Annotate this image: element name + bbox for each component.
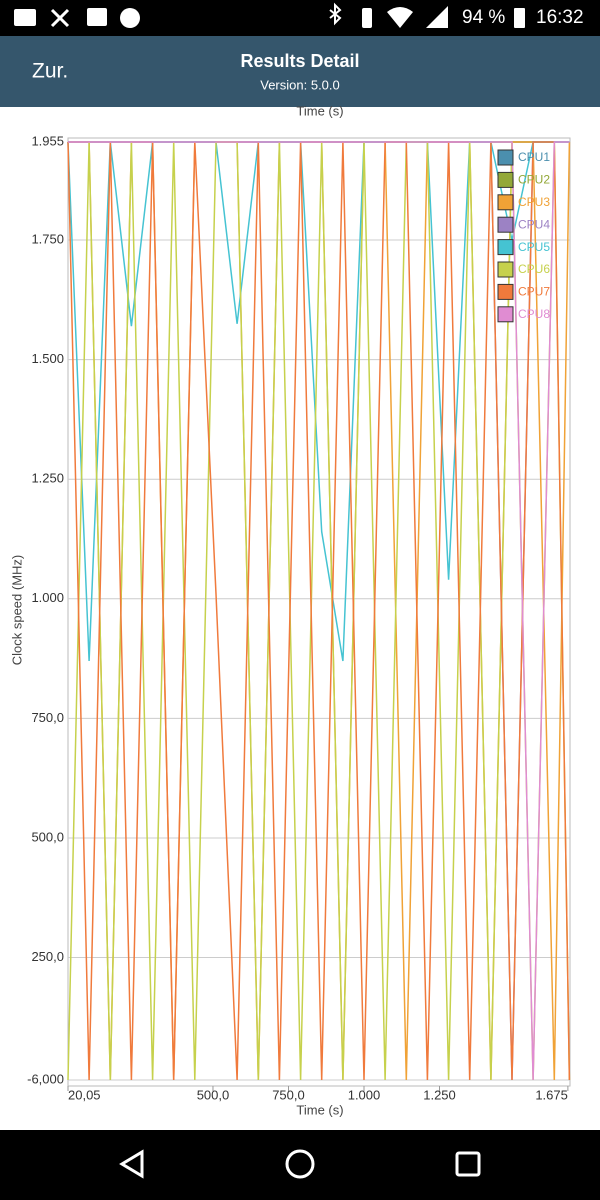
x-tick-label: 1.675	[535, 1087, 568, 1102]
vibrate-icon	[362, 8, 372, 28]
recents-nav[interactable]	[455, 1151, 481, 1177]
signal-icon	[426, 6, 448, 28]
legend-label: CPU2	[518, 173, 550, 187]
clock: 16:32	[536, 7, 584, 28]
legend-swatch	[497, 171, 514, 188]
y-tick-label: -6,000	[27, 1071, 64, 1086]
legend-label: CPU1	[518, 150, 550, 164]
legend-swatch	[497, 306, 514, 323]
legend-label: CPU4	[518, 217, 550, 231]
charge-icon	[120, 8, 140, 28]
y-tick-label: 500,0	[31, 829, 64, 844]
y-tick-label: 1.955	[31, 133, 64, 148]
legend-label: CPU6	[518, 262, 550, 276]
plot-frame	[67, 137, 571, 1087]
x-tick-label: 20,05	[68, 1087, 101, 1102]
status-icons	[14, 2, 525, 28]
battery-text: 94 %	[462, 7, 505, 28]
legend-label: CPU5	[518, 240, 550, 254]
bluetooth-icon	[329, 2, 342, 26]
y-axis-title: Clock speed (MHz)	[9, 555, 24, 666]
home-nav[interactable]	[285, 1149, 315, 1179]
y-tick-label: 1.000	[31, 590, 64, 605]
y-tick-label: 250,0	[31, 949, 64, 964]
legend-swatch	[497, 239, 514, 256]
x-axis-title: Time (s)	[296, 1102, 343, 1117]
legend-swatch	[497, 216, 514, 233]
cpu-line	[68, 141, 570, 1081]
wifi-icon	[387, 7, 413, 28]
legend-label: CPU8	[518, 307, 550, 321]
legend-label: CPU7	[518, 285, 550, 299]
x-tick-label: 750,0	[272, 1087, 305, 1102]
y-tick-label: 750,0	[31, 710, 64, 725]
legend-swatch	[497, 194, 514, 211]
back-nav[interactable]	[119, 1149, 144, 1179]
app-bar	[0, 36, 600, 107]
legend-swatch	[497, 149, 514, 166]
battery-icon	[514, 8, 525, 28]
back-button[interactable]: Zur.	[32, 60, 68, 83]
top-axis-title: Time (s)	[296, 103, 343, 118]
app-subtitle: Version: 5.0.0	[260, 77, 340, 92]
pinwheel-icon	[50, 8, 70, 28]
mail-icon	[14, 9, 36, 26]
x-tick-label: 1.000	[348, 1087, 381, 1102]
x-tick-label: 1.250	[423, 1087, 456, 1102]
legend-label: CPU3	[518, 195, 550, 209]
image-icon	[87, 8, 107, 26]
chart: Time (s) -6,000 250,0 500,0 750,0 1.000 1.250 1…	[9, 103, 571, 1117]
x-tick-label: 500,0	[197, 1087, 230, 1102]
legend-swatch	[497, 261, 514, 278]
app-title: Results Detail	[240, 51, 359, 71]
y-tick-label: 1.750	[31, 231, 64, 246]
y-tick-label: 1.500	[31, 351, 64, 366]
nav-bar	[0, 1130, 600, 1200]
y-tick-label: 1.250	[31, 471, 64, 486]
legend-swatch	[497, 283, 514, 300]
